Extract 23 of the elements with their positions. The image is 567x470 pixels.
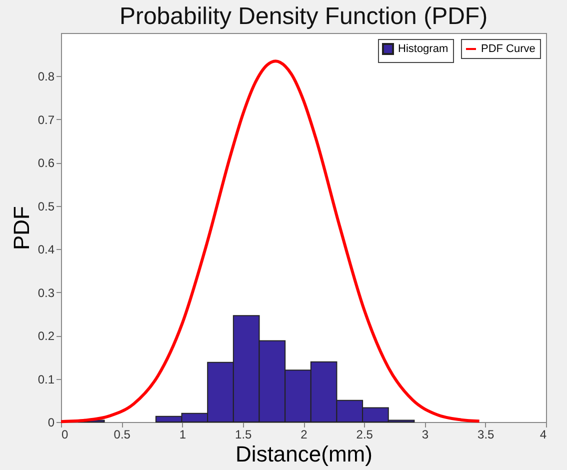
- x-tick-label: 2: [300, 428, 308, 442]
- y-axis-title: PDF: [8, 206, 34, 250]
- y-tick-label: 0.4: [38, 242, 55, 257]
- y-tick-label: 0.8: [38, 70, 55, 84]
- x-axis-title: Distance(mm): [236, 442, 372, 466]
- x-tick-label: 4: [540, 428, 547, 442]
- y-tick-label: 0.5: [38, 199, 55, 214]
- x-tick-label: 0.5: [114, 428, 131, 442]
- x-tick-label: 2.5: [356, 428, 374, 442]
- legend-label: Histogram: [398, 43, 448, 55]
- y-tick-label: 0.1: [38, 372, 55, 386]
- chart-title: Probability Density Function (PDF): [119, 3, 488, 30]
- x-tick-label: 1: [179, 428, 186, 442]
- y-tick-label: 0.7: [38, 112, 55, 127]
- y-tick-label: 0.2: [38, 329, 55, 344]
- legend-label: PDF Curve: [481, 43, 536, 55]
- x-tick-label: 3.5: [478, 428, 495, 442]
- y-tick-label: 0.6: [38, 156, 55, 170]
- y-tick-label: 0.3: [38, 286, 55, 300]
- x-tick-label: 1.5: [235, 428, 252, 442]
- y-tick-label: 0: [48, 416, 55, 430]
- x-tick-label: 3: [422, 428, 429, 442]
- x-tick-label: 0: [62, 428, 68, 442]
